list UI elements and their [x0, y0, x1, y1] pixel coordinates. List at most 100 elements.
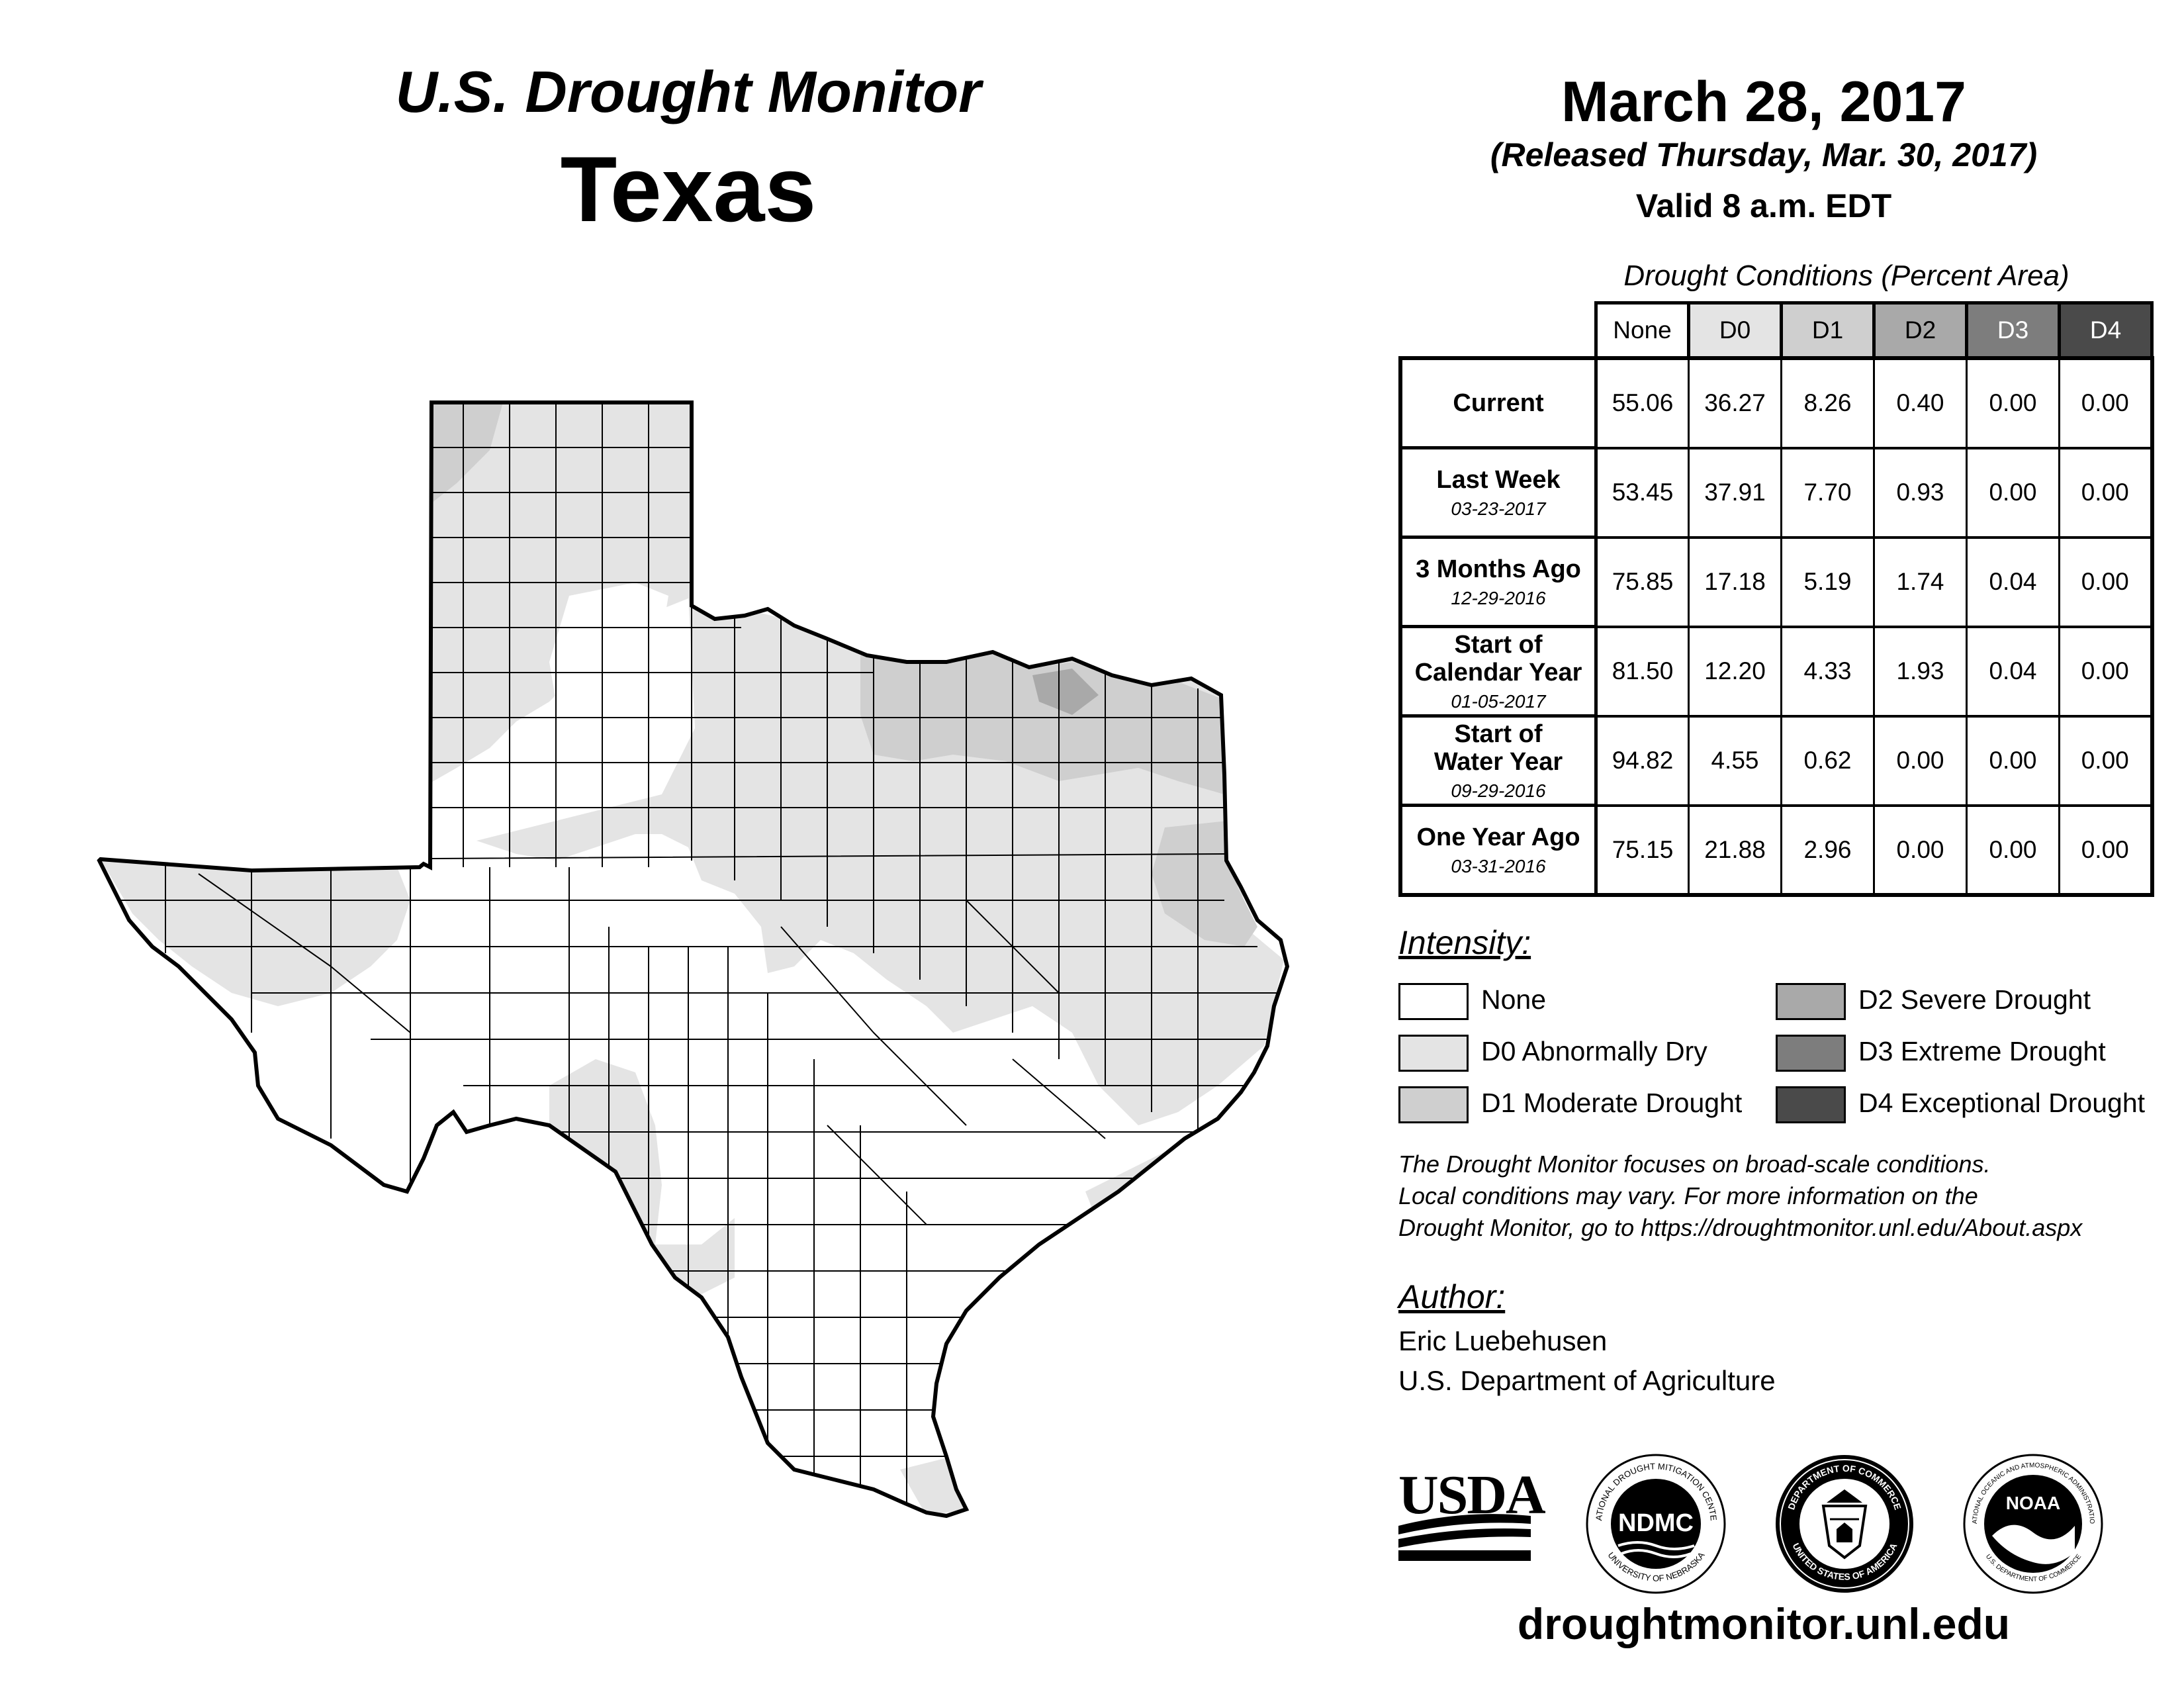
column-header-d3: D3 — [1965, 301, 2061, 360]
legend-label: D2 Severe Drought — [1858, 984, 2091, 1015]
table-cell-d2: 1.93 — [1873, 625, 1968, 718]
row-label: Last Week 03-23-2017 — [1398, 446, 1598, 539]
table-corner — [1400, 303, 1596, 359]
noaa-logo: NATIONAL OCEANIC AND ATMOSPHERIC ADMINIS… — [1962, 1453, 2103, 1594]
legend-label: D4 Exceptional Drought — [1858, 1088, 2146, 1118]
table-cell-d0: 12.20 — [1688, 625, 1782, 718]
county-lines — [99, 402, 1277, 1509]
table-cell-d3: 0.00 — [1966, 356, 2060, 449]
row-label-date: 09-29-2016 — [1451, 780, 1546, 801]
usda-logo-swoosh — [1398, 1514, 1531, 1561]
table-cell-d4: 0.00 — [2058, 714, 2154, 807]
release-date: (Released Thursday, Mar. 30, 2017) — [1490, 136, 2038, 173]
row-label-date: 01-05-2017 — [1451, 690, 1546, 712]
map-title: U.S. Drought Monitor — [395, 59, 981, 124]
table-cell-d0: 36.27 — [1688, 356, 1782, 449]
column-header-d0: D0 — [1687, 301, 1783, 360]
table-cell-d2: 0.00 — [1873, 714, 1968, 807]
table-cell-d3: 0.04 — [1966, 625, 2060, 718]
table-cell-d2: 0.93 — [1873, 446, 1968, 539]
row-label-text: Start of Calendar Year — [1414, 630, 1582, 687]
row-label-text: Start of Water Year — [1433, 720, 1563, 776]
column-header-d4: D4 — [2058, 301, 2154, 360]
table-cell-d2: 1.74 — [1873, 536, 1968, 628]
map-date: March 28, 2017 — [1561, 70, 1966, 134]
row-label-date: 03-23-2017 — [1451, 498, 1546, 519]
row-label-date: 03-31-2016 — [1451, 855, 1546, 876]
ndmc-logo-text: NDMC — [1618, 1509, 1694, 1537]
website-url[interactable]: droughtmonitor.unl.edu — [1517, 1599, 2011, 1648]
row-label: Start of Calendar Year 01-05-2017 — [1398, 625, 1598, 718]
disclaimer-line: Drought Monitor, go to https://droughtmo… — [1398, 1214, 2083, 1241]
table-row: Start of Calendar Year 01-05-2017 81.50 12.… — [1398, 625, 2154, 718]
table-cell-d1: 7.70 — [1780, 446, 1875, 539]
row-label-text: 3 Months Ago — [1416, 555, 1581, 584]
commerce-department-seal: DEPARTMENT OF COMMERCE UNITED STATES OF … — [1776, 1455, 1913, 1593]
table-cell-none: 81.50 — [1595, 625, 1690, 718]
row-label: One Year Ago 03-31-2016 — [1398, 804, 1598, 897]
row-label-date: 12-29-2016 — [1451, 587, 1546, 608]
table-cell-d4: 0.00 — [2058, 536, 2154, 628]
table-cell-d2: 0.00 — [1873, 804, 1968, 897]
noaa-logo-text: NOAA — [2006, 1493, 2060, 1513]
table-cell-d1: 8.26 — [1780, 356, 1875, 449]
table-row: Last Week 03-23-2017 53.45 37.91 7.70 0.93 0.0… — [1398, 446, 2154, 539]
table-cell-d0: 17.18 — [1688, 536, 1782, 628]
legend-swatch — [1776, 983, 1846, 1020]
table-cell-none: 75.15 — [1595, 804, 1690, 897]
table-row: Start of Water Year 09-29-2016 94.82 4.55 0.… — [1398, 714, 2154, 807]
legend-title: Intensity: — [1398, 924, 1531, 961]
table-cell-d1: 4.33 — [1780, 625, 1875, 718]
legend-swatch — [1398, 983, 1469, 1020]
d0-region-far-west — [99, 857, 410, 1006]
valid-time: Valid 8 a.m. EDT — [1635, 187, 1892, 224]
d2-region-northeast — [1032, 669, 1099, 715]
legend-swatch — [1776, 1086, 1846, 1123]
table-row: Current 55.06 36.27 8.26 0.40 0.00 0.00 — [1398, 356, 2154, 449]
table-cell-none: 94.82 — [1595, 714, 1690, 807]
row-label-text: Last Week — [1436, 466, 1561, 494]
disclaimer-line: The Drought Monitor focuses on broad-sca… — [1398, 1150, 1991, 1178]
table-cell-d3: 0.04 — [1966, 536, 2060, 628]
state-name: Texas — [560, 137, 817, 241]
table-cell-d4: 0.00 — [2058, 446, 2154, 539]
table-cell-d2: 0.40 — [1873, 356, 1968, 449]
author-heading: Author: — [1398, 1278, 1506, 1315]
legend-label: None — [1481, 984, 1547, 1015]
author-organization: U.S. Department of Agriculture — [1398, 1365, 1776, 1396]
d1-region-panhandle-corner — [432, 402, 503, 503]
d0-region-panhandle — [99, 402, 695, 867]
column-header-d1: D1 — [1780, 301, 1876, 360]
table-cell-d0: 37.91 — [1688, 446, 1782, 539]
legend-label: D3 Extreme Drought — [1858, 1036, 2106, 1066]
table-cell-d4: 0.00 — [2058, 356, 2154, 449]
table-cell-d3: 0.00 — [1966, 714, 2060, 807]
row-label: 3 Months Ago 12-29-2016 — [1398, 536, 1598, 628]
author-name: Eric Luebehusen — [1398, 1325, 1608, 1356]
row-label-text: Current — [1453, 389, 1544, 417]
table-cell-d1: 5.19 — [1780, 536, 1875, 628]
row-label-text: One Year Ago — [1416, 823, 1580, 852]
legend-label: D1 Moderate Drought — [1481, 1088, 1743, 1118]
legend-swatch — [1776, 1035, 1846, 1072]
table-cell-d4: 0.00 — [2058, 625, 2154, 718]
texas-drought-map — [0, 0, 1357, 1622]
table-row: One Year Ago 03-31-2016 75.15 21.88 2.96 0.00… — [1398, 804, 2154, 897]
table-cell-d1: 2.96 — [1780, 804, 1875, 897]
column-header-none: None — [1594, 301, 1690, 360]
table-cell-d0: 4.55 — [1688, 714, 1782, 807]
d1-region-north — [860, 652, 1224, 794]
table-row: 3 Months Ago 12-29-2016 75.85 17.18 5.19 1.74… — [1398, 536, 2154, 628]
table-header-row: None D0 D1 D2 D3 D4 — [1400, 301, 2154, 360]
drought-conditions-table: None D0 D1 D2 D3 D4 Current 55.06 36.27 8.2… — [1398, 301, 2154, 897]
table-caption: Drought Conditions (Percent Area) — [1623, 259, 2070, 292]
table-cell-d3: 0.00 — [1966, 446, 2060, 539]
row-label: Start of Water Year 09-29-2016 — [1398, 714, 1598, 807]
table-cell-none: 55.06 — [1595, 356, 1690, 449]
disclaimer-line: Local conditions may vary. For more info… — [1398, 1182, 1978, 1209]
legend-swatch — [1398, 1086, 1469, 1123]
none-region-panhandle-hole-2 — [503, 722, 569, 781]
table-cell-d1: 0.62 — [1780, 714, 1875, 807]
row-label: Current — [1398, 356, 1598, 449]
disclaimer-text: The Drought Monitor focuses on broad-sca… — [1398, 1149, 2160, 1244]
